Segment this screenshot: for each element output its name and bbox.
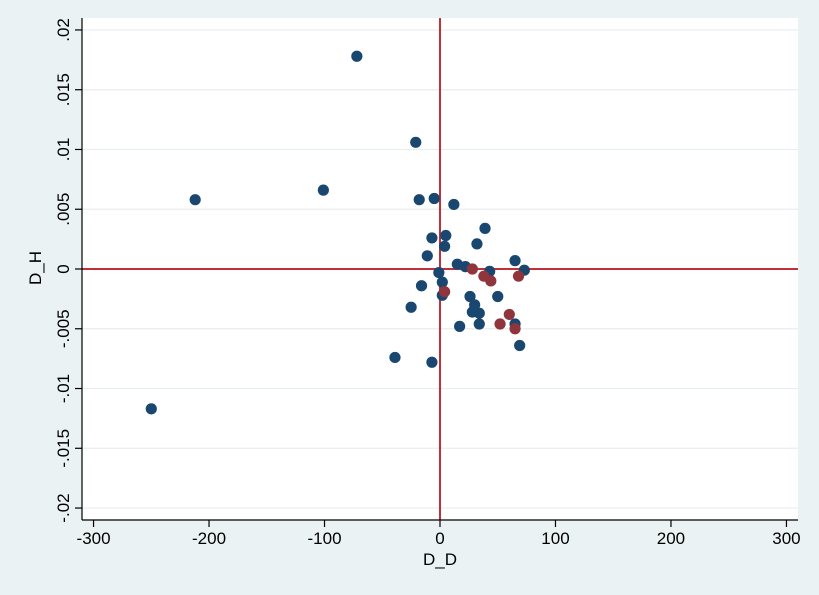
- y-tick-label: -.005: [54, 309, 73, 348]
- y-tick-label: .015: [54, 73, 73, 106]
- x-tick-label: -100: [308, 529, 342, 548]
- x-tick-label: -200: [192, 529, 226, 548]
- data-point-series-1: [514, 339, 526, 352]
- data-point-series-1: [410, 136, 422, 148]
- data-point-series-1: [439, 240, 451, 252]
- data-point-series-1: [492, 290, 504, 303]
- data-points: [145, 50, 530, 415]
- data-point-series-1: [473, 318, 485, 330]
- x-tick-label: -300: [77, 529, 111, 548]
- data-point-series-1: [145, 403, 157, 415]
- data-point-series-2: [494, 318, 506, 330]
- data-point-series-1: [189, 194, 201, 206]
- y-axis-title: D_H: [26, 251, 45, 285]
- data-point-series-1: [473, 307, 485, 319]
- data-point-series-1: [464, 290, 476, 303]
- axes: -300 -200 -100 0 100 200 300 .02 .015 .01 .005 0 -.0…: [54, 18, 801, 548]
- y-tick-label: -.015: [54, 429, 73, 468]
- data-point-series-1: [440, 229, 452, 242]
- data-point-series-1: [405, 301, 417, 313]
- y-tick-label: .005: [54, 193, 73, 226]
- data-point-series-1: [413, 194, 425, 206]
- data-point-series-2: [439, 286, 451, 298]
- x-axis-title: D_D: [423, 550, 457, 569]
- y-tick-label: -.02: [54, 493, 73, 522]
- data-point-series-2: [509, 323, 521, 335]
- data-point-series-1: [479, 222, 491, 234]
- data-point-series-1: [448, 198, 460, 211]
- data-point-series-2: [485, 275, 497, 287]
- y-tick-label: .01: [54, 138, 73, 162]
- data-point-series-1: [433, 266, 445, 279]
- data-point-series-1: [436, 276, 448, 288]
- data-point-series-2: [466, 263, 478, 275]
- y-tick-label: .02: [54, 18, 73, 42]
- data-point-series-1: [421, 250, 433, 262]
- data-point-series-1: [415, 280, 428, 292]
- x-tick-label: 0: [435, 529, 444, 548]
- data-point-series-1: [471, 238, 483, 250]
- data-point-series-1: [426, 232, 438, 244]
- data-point-series-1: [389, 351, 401, 364]
- y-tick-label: 0: [54, 264, 73, 273]
- x-tick-label: 100: [541, 529, 569, 548]
- data-point-series-2: [512, 270, 525, 282]
- data-point-series-1: [454, 320, 466, 332]
- y-tick-label: -.01: [54, 374, 73, 403]
- data-point-series-1: [428, 192, 440, 205]
- data-point-series-1: [509, 255, 521, 267]
- data-point-series-1: [317, 184, 329, 196]
- x-tick-label: 300: [772, 529, 800, 548]
- data-point-series-1: [426, 356, 438, 368]
- data-point-series-2: [503, 308, 515, 321]
- x-tick-label: 200: [657, 529, 685, 548]
- data-point-series-1: [351, 50, 363, 62]
